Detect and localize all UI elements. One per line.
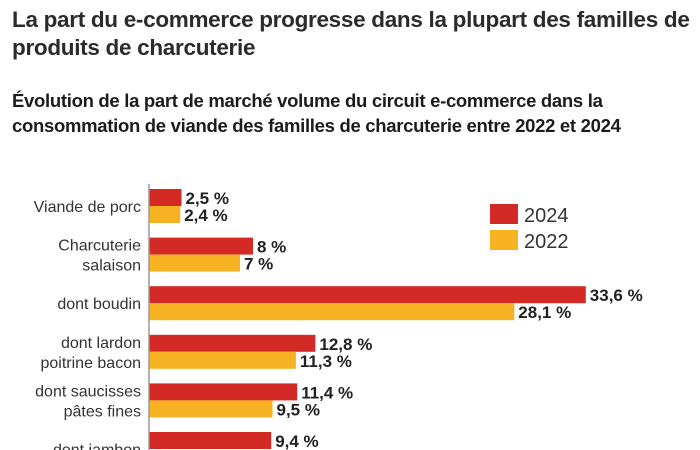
data-label: 11,3 % — [300, 352, 352, 371]
category-label: dont saucisses — [35, 383, 141, 400]
data-label: 2,4 % — [184, 206, 227, 225]
bar-2022 — [149, 351, 296, 369]
legend-label: 2024 — [524, 205, 569, 227]
data-label: 8 % — [257, 238, 286, 257]
category-label: dont boudin — [57, 296, 141, 313]
category-label: Charcuterie — [58, 238, 141, 255]
legend-swatch-2024 — [490, 204, 518, 224]
data-label: 33,6 % — [590, 286, 643, 305]
bar-2024 — [149, 383, 298, 401]
category-label: dont jambon — [53, 442, 141, 450]
bar-2022 — [149, 206, 181, 223]
category-label: dont lardon — [61, 335, 141, 352]
legend-label: 2022 — [524, 231, 569, 253]
chart-subtitle: Évolution de la part de marché volume du… — [12, 90, 621, 136]
bar-2024 — [149, 286, 586, 304]
bar-2022 — [149, 400, 273, 418]
category-label: salaison — [82, 258, 141, 275]
data-label: 7 % — [244, 255, 273, 274]
bar-2024 — [149, 432, 272, 449]
bar-2024 — [149, 237, 253, 255]
data-label: 28,1 % — [518, 303, 571, 322]
data-label: 2,5 % — [186, 189, 229, 208]
bar-2022 — [149, 303, 515, 321]
data-label: 12,8 % — [319, 335, 372, 354]
bar-2022 — [149, 254, 240, 272]
data-label: 11,4 % — [301, 383, 353, 402]
category-label: pâtes fines — [64, 403, 141, 420]
legend-swatch-2022 — [490, 230, 518, 250]
chart-title: La part du e-commerce progresse dans la … — [12, 7, 690, 60]
bar-2024 — [149, 189, 182, 206]
category-label: Viande de porc — [34, 199, 141, 216]
category-label: poitrine bacon — [40, 355, 141, 372]
data-label: 9,5 % — [277, 400, 320, 419]
bar-2024 — [149, 334, 316, 352]
data-label: 9,4 % — [275, 432, 318, 450]
